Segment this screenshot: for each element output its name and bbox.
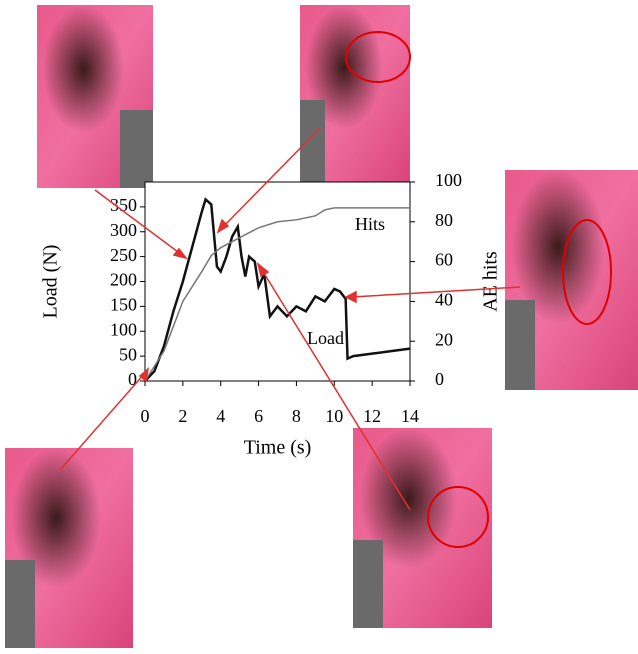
y2-tick-label: 80 bbox=[435, 210, 453, 230]
y-tick-label: 300 bbox=[110, 220, 137, 240]
series-label: Hits bbox=[355, 214, 385, 234]
series-label: Load bbox=[307, 328, 344, 348]
y-tick-label: 200 bbox=[110, 270, 137, 290]
x-tick-label: 0 bbox=[141, 406, 150, 426]
y2-tick-label: 60 bbox=[435, 250, 453, 270]
y-tick-label: 150 bbox=[110, 295, 137, 315]
x-tick-label: 12 bbox=[363, 406, 381, 426]
y2-axis-label: AE hits bbox=[480, 251, 502, 312]
y2-tick-label: 20 bbox=[435, 329, 453, 349]
x-tick-label: 14 bbox=[401, 406, 419, 426]
photo bbox=[37, 5, 153, 188]
x-tick-label: 10 bbox=[325, 406, 343, 426]
y-tick-label: 100 bbox=[110, 319, 137, 339]
photo bbox=[5, 448, 133, 648]
figure: 0246810121405010015020025030035002040608… bbox=[0, 0, 638, 649]
y-axis-label: Load (N) bbox=[40, 245, 62, 319]
y-tick-label: 50 bbox=[119, 344, 137, 364]
x-tick-label: 4 bbox=[216, 406, 225, 426]
y2-tick-label: 100 bbox=[435, 170, 462, 190]
photo bbox=[505, 170, 638, 390]
x-tick-label: 2 bbox=[178, 406, 187, 426]
photo bbox=[353, 428, 492, 628]
y2-tick-label: 0 bbox=[435, 369, 444, 389]
x-axis-label: Time (s) bbox=[244, 437, 312, 459]
y-tick-label: 0 bbox=[128, 369, 137, 389]
page: {"chart_data":{"type":"line","x_label":"… bbox=[0, 0, 638, 654]
x-tick-label: 6 bbox=[254, 406, 263, 426]
photo bbox=[300, 5, 410, 183]
y-tick-label: 250 bbox=[110, 245, 137, 265]
x-tick-label: 8 bbox=[292, 406, 301, 426]
plot-frame bbox=[145, 182, 410, 381]
